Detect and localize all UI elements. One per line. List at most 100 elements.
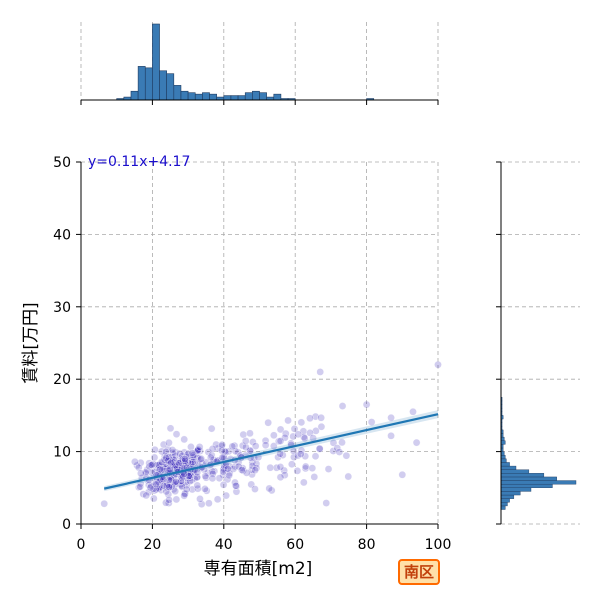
y-tick-label: 10 <box>53 445 71 461</box>
scatter-point <box>265 484 274 493</box>
scatter-point <box>181 455 189 463</box>
scatter-point <box>218 453 227 462</box>
y-hist-bar <box>500 505 506 510</box>
scatter-point <box>225 471 233 480</box>
scatter-point <box>208 445 217 453</box>
scatter-point <box>266 463 275 472</box>
scatter-point <box>242 469 251 477</box>
region-badge: 南区 <box>398 559 441 585</box>
x-hist-bar <box>137 66 146 101</box>
scatter-point <box>162 454 170 462</box>
x-hist-bar <box>187 92 196 101</box>
scatter-point <box>219 467 228 476</box>
y-marginal-histogram <box>496 161 580 525</box>
scatter-point <box>288 460 296 469</box>
scatter-point <box>231 447 240 456</box>
scatter-point <box>297 418 306 427</box>
scatter-point <box>276 437 285 445</box>
scatter-point <box>171 478 179 487</box>
scatter-point <box>280 471 289 479</box>
scatter-point <box>333 444 342 452</box>
scatter-point <box>310 473 319 481</box>
scatter-point <box>189 453 198 461</box>
scatter-point <box>189 458 197 466</box>
scatter-point <box>219 480 228 489</box>
scatter-point <box>206 453 215 462</box>
scatter-point <box>409 407 417 416</box>
scatter-point <box>272 463 281 472</box>
scatter-point <box>189 451 198 460</box>
scatter-point <box>434 360 442 369</box>
scatter-point <box>142 491 150 500</box>
y-hist-bar <box>500 498 510 503</box>
regression-line <box>103 413 439 490</box>
scatter-point <box>213 495 222 504</box>
scatter-point <box>208 474 217 483</box>
scatter-point <box>201 485 209 493</box>
scatter-point <box>264 418 272 427</box>
scatter-point <box>196 495 204 503</box>
scatter-point <box>241 437 250 445</box>
scatter-point <box>312 427 320 435</box>
scatter-point <box>205 499 213 508</box>
scatter-point <box>276 463 285 471</box>
scatter-point <box>188 485 197 494</box>
scatter-point <box>193 446 202 455</box>
scatter-point <box>289 432 297 441</box>
scatter-point <box>218 446 226 455</box>
scatter-point <box>281 429 290 438</box>
scatter-plot-area: 0 20 40 60 80 100 0 10 20 30 40 50 <box>53 155 451 553</box>
x-hist-bar <box>159 70 167 101</box>
scatter-point <box>201 472 210 480</box>
scatter-point <box>193 481 202 490</box>
scatter-point <box>335 448 344 456</box>
scatter-point <box>185 472 193 480</box>
scatter-point <box>180 491 188 500</box>
scatter-point <box>317 413 325 422</box>
scatter-point <box>279 451 287 459</box>
scatter-point <box>150 453 159 462</box>
scatter-point <box>165 438 173 447</box>
y-hist-bar <box>500 502 508 507</box>
scatter-point <box>230 441 239 450</box>
scatter-point <box>155 484 163 493</box>
scatter-point <box>387 413 395 422</box>
scatter-point <box>165 499 173 507</box>
x-hist-bar <box>273 93 282 101</box>
y-axis-label: 賃料[万円] <box>21 302 41 383</box>
scatter-point <box>156 465 164 474</box>
x-hist-bar <box>144 67 153 101</box>
y-hist-bar <box>500 487 532 492</box>
scatter-point <box>247 480 256 489</box>
scatter-point <box>166 458 175 467</box>
scatter-point <box>296 450 305 458</box>
scatter-point <box>324 465 333 473</box>
x-hist-bar <box>202 92 210 101</box>
scatter-point <box>248 462 257 470</box>
x-tick-label: 0 <box>77 537 86 553</box>
scatter-point <box>172 495 181 504</box>
scatter-point <box>207 451 216 459</box>
scatter-point <box>165 496 173 504</box>
scatter-point <box>311 452 320 461</box>
scatter-point <box>344 472 353 481</box>
scatter-point <box>238 466 246 474</box>
scatter-point <box>276 473 285 482</box>
scatter-point <box>182 485 191 494</box>
x-tick-label: 40 <box>215 537 233 553</box>
x-tick-label: 80 <box>358 537 376 553</box>
scatter-point <box>301 452 309 460</box>
scatter-point <box>300 433 308 441</box>
scatter-point <box>316 368 324 376</box>
scatter-point <box>194 445 202 454</box>
scatter-point <box>232 487 241 496</box>
scatter-point <box>294 430 302 439</box>
scatter-point <box>329 447 338 455</box>
y-tick-label: 20 <box>53 372 71 388</box>
x-hist-bar <box>259 92 267 101</box>
scatter-point <box>222 491 230 500</box>
scatter-point <box>131 457 139 466</box>
scatter-point <box>367 418 376 426</box>
x-hist-bar <box>252 90 260 101</box>
scatter-point <box>152 480 160 489</box>
